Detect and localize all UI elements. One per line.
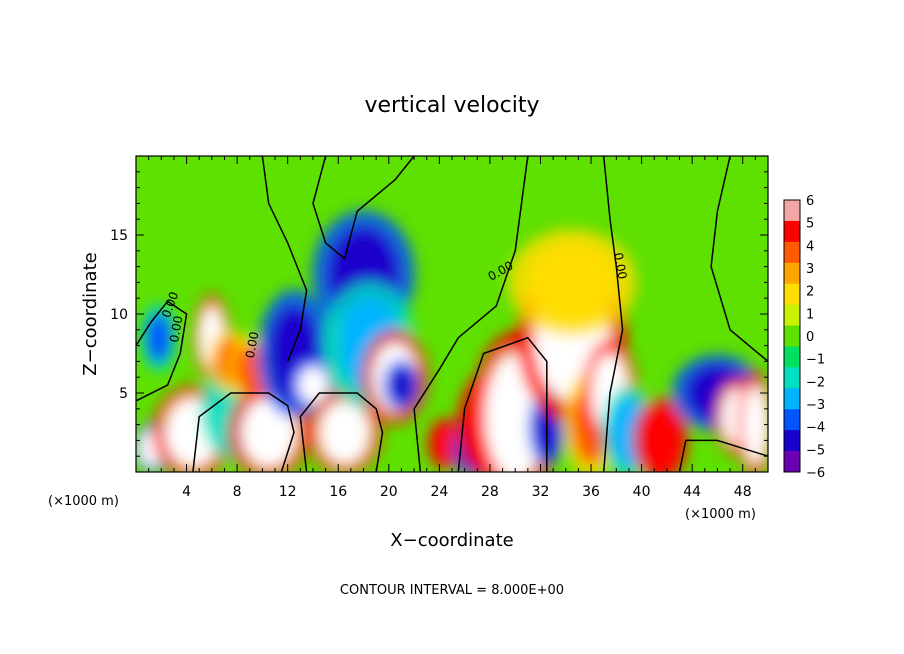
colorbar-label: 1	[806, 307, 814, 322]
zero-contour-line	[299, 392, 384, 472]
field-feature	[307, 389, 382, 472]
x-axis-label: X−coordinate	[390, 530, 513, 551]
zero-contour-line	[678, 439, 768, 472]
colorbar-label: 5	[806, 217, 814, 232]
contour-label: 0.00	[611, 252, 629, 281]
colorbar-swatch	[784, 409, 800, 431]
zero-contour-line	[710, 156, 768, 362]
field-feature	[140, 303, 178, 372]
x-tick-label: 44	[683, 484, 701, 500]
x-tick-label: 16	[329, 484, 347, 500]
colorbar-swatch	[784, 325, 800, 347]
zero-contour-line	[261, 156, 308, 362]
contour-label: 0.00	[243, 331, 261, 360]
zero-contour-line	[136, 300, 188, 402]
field-feature	[383, 359, 420, 411]
zero-contour-line	[413, 156, 529, 472]
colorbar-frame	[783, 199, 801, 473]
colorbar-swatch	[784, 220, 800, 243]
chart-title: vertical velocity	[364, 93, 539, 118]
colorbar-swatch	[784, 451, 800, 473]
zero-contour-line	[192, 392, 295, 472]
colorbar-swatch	[784, 241, 800, 264]
y-axis: 5 10 15	[110, 171, 768, 457]
z-unit-label: (×1000 m)	[48, 494, 119, 509]
colorbar-swatch	[784, 367, 800, 389]
x-tick-label: 40	[633, 484, 651, 500]
contour-interval-label: CONTOUR INTERVAL = 8.000E+00	[340, 583, 564, 598]
x-tick-label: 24	[430, 484, 448, 500]
contour-label: 0.00	[167, 315, 185, 344]
x-tick-label: 48	[734, 484, 752, 500]
colorbar-label: 3	[806, 262, 814, 277]
velocity-field	[136, 210, 768, 472]
colorbar-swatch	[784, 304, 800, 326]
zero-contour-line	[457, 336, 548, 472]
plot-area: 0.000.000.00 0.000.00 4 8 12 16 20 24 28 32 36 40 4…	[110, 155, 769, 500]
colorbar: 6 5 4 3 2 1 0 −1 −2 −3 −4 −5 −6	[783, 194, 825, 481]
y-tick-label: 10	[110, 307, 128, 323]
colorbar-label: 6	[806, 194, 814, 209]
colorbar-label: 2	[806, 285, 814, 300]
zero-contour-line	[312, 156, 415, 261]
colorbar-label: −3	[806, 398, 825, 413]
colorbar-label: −4	[806, 421, 825, 436]
x-tick-label: 8	[233, 484, 242, 500]
x-tick-label: 12	[279, 484, 297, 500]
y-tick-label: 5	[119, 386, 128, 402]
field-feature	[507, 229, 637, 336]
colorbar-swatch	[784, 346, 800, 368]
colorbar-swatch	[784, 262, 800, 284]
colorbar-swatch	[784, 283, 800, 305]
x-axis: 4 8 12 16 20 24 28 32 36 40 44 48	[148, 156, 756, 500]
colorbar-label: −1	[806, 353, 825, 368]
colorbar-label: 4	[806, 239, 814, 254]
x-tick-label: 20	[380, 484, 398, 500]
colorbar-label: 0	[806, 330, 814, 345]
x-tick-label: 36	[582, 484, 600, 500]
x-unit-label: (×1000 m)	[685, 507, 756, 522]
field-feature	[633, 397, 689, 472]
zero-contours	[136, 156, 768, 472]
y-axis-label: Z−coordinate	[80, 252, 101, 375]
colorbar-swatch	[784, 430, 800, 452]
zero-contour-line	[602, 156, 624, 472]
colorbar-label: −2	[806, 375, 825, 390]
colorbar-swatch	[784, 388, 800, 410]
colorbar-swatch	[784, 200, 800, 222]
field-feature	[737, 371, 768, 472]
y-tick-label: 15	[110, 228, 128, 244]
x-tick-label: 32	[532, 484, 550, 500]
x-tick-label: 4	[182, 484, 191, 500]
colorbar-label: −6	[806, 466, 825, 481]
x-tick-label: 28	[481, 484, 499, 500]
colorbar-label: −5	[806, 443, 825, 458]
